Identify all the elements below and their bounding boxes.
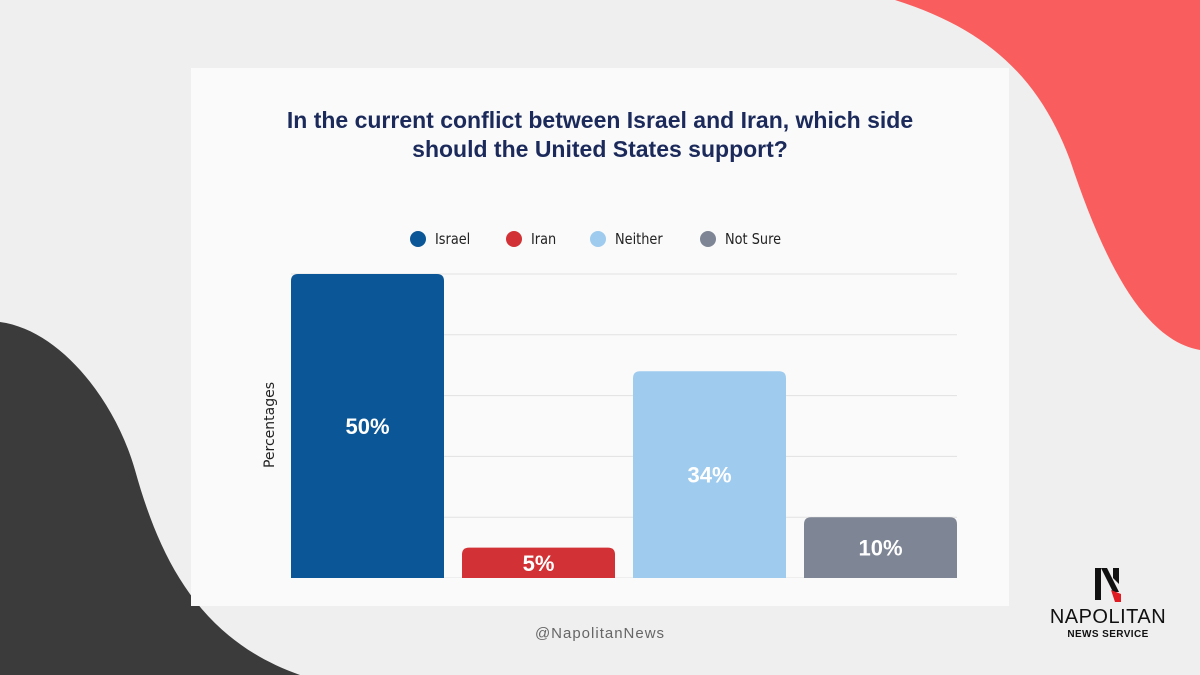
logo-subtitle: NEWS SERVICE: [1067, 629, 1149, 640]
legend-item-not-sure: Not Sure: [700, 230, 790, 248]
napolitan-n-icon: [1095, 568, 1121, 602]
bar-neither: [633, 371, 786, 578]
legend-label: Iran: [530, 230, 556, 248]
legend-label: Israel: [434, 230, 470, 248]
bar-iran: [462, 547, 615, 578]
legend-swatch: [589, 231, 606, 247]
legend-item-iran: Iran: [505, 230, 560, 248]
dark-corner-shape: [0, 322, 300, 675]
legend-swatch: [409, 231, 426, 247]
social-handle: @NapolitanNews: [534, 625, 666, 642]
data-label: 5%: [523, 551, 555, 576]
y-axis-label: Percentages: [262, 381, 278, 469]
chart-card: In the current conflict between Israel a…: [191, 68, 1009, 606]
legend-swatch: [505, 231, 522, 247]
data-label: 34%: [687, 463, 731, 488]
legend-item-israel: Israel: [409, 230, 476, 248]
chart-title: In the current conflict between Israel a…: [286, 107, 914, 162]
bar-not-sure: [804, 517, 957, 578]
legend-item-neither: Neither: [589, 230, 670, 248]
napolitan-logo: NAPOLITAN NEWS SERVICE: [1046, 566, 1170, 640]
legend-label: Not Sure: [725, 230, 782, 248]
logo-name: NAPOLITAN: [1049, 606, 1167, 628]
chart-legend: Israel Iran Neither Not Sure: [191, 230, 1009, 248]
legend-label: Neither: [614, 230, 663, 248]
data-label: 50%: [345, 414, 389, 439]
data-label: 10%: [858, 536, 902, 561]
legend-swatch: [700, 231, 717, 247]
bar-israel: [291, 274, 444, 578]
bar-chart: 50% 5% 34% 10%: [291, 273, 957, 578]
red-corner-shape: [895, 0, 1200, 350]
